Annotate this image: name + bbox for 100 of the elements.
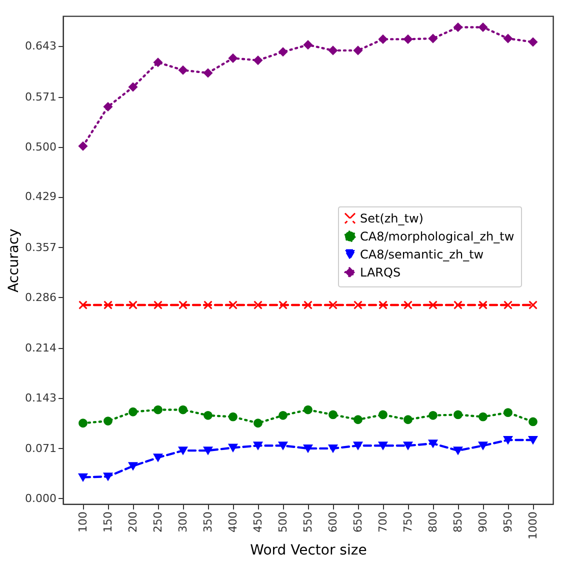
x-tick-label: 950 bbox=[502, 512, 514, 532]
legend-label: CA8/morphological_zh_tw bbox=[360, 229, 514, 244]
point bbox=[354, 46, 362, 55]
point bbox=[178, 446, 188, 455]
x-tick-label: 700 bbox=[376, 512, 390, 532]
y-tick-label: 0.571 bbox=[25, 90, 56, 104]
point bbox=[128, 300, 138, 310]
point bbox=[178, 300, 188, 310]
point bbox=[204, 446, 212, 455]
point bbox=[178, 66, 188, 75]
point bbox=[378, 300, 388, 310]
x-tick-label: 250 bbox=[152, 512, 164, 532]
x-tick-label: 500 bbox=[276, 512, 290, 532]
point bbox=[328, 46, 338, 55]
point bbox=[154, 58, 162, 67]
point bbox=[254, 442, 262, 450]
point bbox=[254, 300, 262, 310]
point bbox=[378, 34, 388, 44]
point bbox=[354, 300, 362, 310]
point bbox=[228, 54, 238, 63]
point bbox=[428, 410, 438, 420]
x-tick-label: 100 bbox=[76, 512, 90, 532]
point bbox=[228, 444, 238, 452]
point bbox=[128, 462, 138, 470]
y-tick-label: 0.357 bbox=[25, 240, 56, 254]
point bbox=[454, 22, 462, 32]
point bbox=[454, 300, 462, 310]
legend-label: Set(zh_tw) bbox=[360, 211, 424, 226]
point bbox=[404, 34, 412, 44]
legend-label: CA8/semantic_zh_tw bbox=[360, 247, 484, 262]
point bbox=[404, 442, 412, 450]
x-tick-label: 1000 bbox=[526, 512, 540, 540]
x-tick-label: 650 bbox=[352, 512, 364, 532]
x-axis-title: Word Vector size bbox=[250, 542, 367, 558]
x-tick-label: 600 bbox=[326, 512, 340, 532]
point bbox=[528, 417, 538, 426]
x-tick-label: 450 bbox=[252, 512, 264, 532]
point bbox=[378, 442, 388, 450]
point bbox=[528, 38, 538, 46]
point bbox=[428, 440, 438, 448]
point bbox=[178, 405, 188, 414]
x-tick-label: 550 bbox=[302, 512, 314, 532]
point bbox=[78, 473, 88, 482]
y-tick-label: 0.000 bbox=[25, 492, 56, 505]
y-tick-label: 0.429 bbox=[25, 190, 56, 204]
point bbox=[504, 34, 512, 43]
point bbox=[154, 454, 162, 462]
point bbox=[228, 412, 238, 422]
point bbox=[304, 444, 312, 452]
point bbox=[104, 472, 112, 481]
x-tick-label: 850 bbox=[452, 512, 464, 532]
point bbox=[504, 408, 512, 418]
point bbox=[378, 410, 388, 420]
point bbox=[278, 47, 288, 56]
point bbox=[354, 415, 362, 424]
y-tick-label: 0.214 bbox=[25, 341, 56, 354]
point bbox=[478, 22, 488, 32]
point bbox=[454, 446, 462, 455]
point bbox=[154, 405, 162, 414]
point bbox=[478, 412, 488, 422]
point bbox=[204, 300, 212, 310]
y-tick-label: 0.143 bbox=[25, 391, 56, 404]
point bbox=[254, 418, 262, 428]
y-tick-label: 0.500 bbox=[25, 140, 56, 154]
x-tick-label: 200 bbox=[126, 512, 140, 532]
point bbox=[278, 442, 288, 450]
point bbox=[428, 34, 438, 43]
y-tick-label: 0.643 bbox=[25, 40, 56, 53]
point bbox=[528, 436, 538, 444]
point bbox=[154, 300, 162, 310]
point bbox=[128, 82, 138, 92]
x-tick-label: 800 bbox=[426, 512, 440, 532]
point bbox=[404, 415, 412, 424]
point bbox=[78, 418, 88, 428]
point bbox=[78, 300, 88, 310]
point bbox=[104, 300, 112, 310]
point bbox=[204, 68, 212, 78]
point bbox=[328, 444, 338, 452]
x-tick-label: 350 bbox=[202, 512, 214, 532]
y-tick-label: 0.071 bbox=[25, 442, 56, 455]
point bbox=[504, 300, 512, 310]
point bbox=[504, 436, 512, 444]
point bbox=[104, 416, 112, 426]
point bbox=[304, 300, 312, 310]
point bbox=[478, 300, 488, 310]
point bbox=[328, 410, 338, 420]
point bbox=[404, 300, 412, 310]
point bbox=[304, 40, 312, 50]
point bbox=[528, 300, 538, 310]
point bbox=[128, 407, 138, 416]
x-tick-label: 150 bbox=[102, 512, 114, 532]
x-tick-label: 400 bbox=[226, 512, 240, 532]
y-tick-label: 0.286 bbox=[25, 290, 56, 304]
legend-label: LARQS bbox=[360, 265, 401, 280]
point bbox=[204, 410, 212, 420]
point bbox=[354, 442, 362, 450]
point bbox=[478, 442, 488, 450]
point bbox=[278, 410, 288, 420]
y-axis-title: Accuracy bbox=[6, 228, 22, 292]
point bbox=[228, 300, 238, 310]
